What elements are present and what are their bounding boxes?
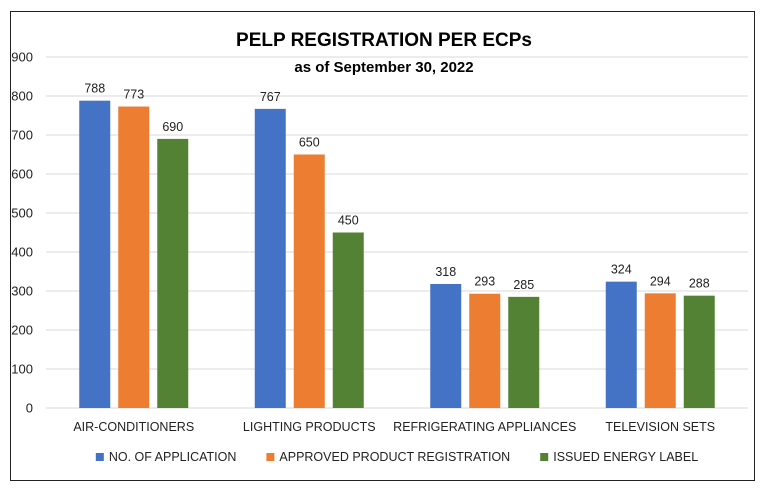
legend-swatch xyxy=(95,453,104,461)
bar xyxy=(254,108,286,409)
bars xyxy=(79,100,715,409)
data-label: 788 xyxy=(84,82,105,96)
bar xyxy=(332,232,364,408)
x-category-label: TELEVISION SETS xyxy=(605,420,715,434)
y-tick-label: 500 xyxy=(11,206,33,221)
data-labels: 788 773 690 767 650 450 318 293 285 324 294 288 xyxy=(84,82,709,292)
y-tick-label: 800 xyxy=(11,89,33,104)
legend-label: APPROVED PRODUCT REGISTRATION xyxy=(279,450,510,464)
gridlines xyxy=(46,56,748,409)
x-category-label: LIGHTING PRODUCTS xyxy=(243,420,376,434)
data-label: 690 xyxy=(162,120,183,134)
data-label: 294 xyxy=(650,274,671,288)
y-tick-label: 600 xyxy=(11,167,33,182)
bar xyxy=(683,295,715,408)
bar xyxy=(644,293,676,408)
bar xyxy=(605,281,637,408)
data-label: 285 xyxy=(513,278,534,292)
y-tick-label: 400 xyxy=(11,245,33,260)
data-label: 288 xyxy=(689,277,710,291)
x-axis-categories: AIR-CONDITIONERS LIGHTING PRODUCTS REFRIGE… xyxy=(73,420,715,434)
bar xyxy=(508,296,540,408)
y-axis-ticks: 0 100 200 300 400 500 600 700 800 900 xyxy=(11,50,33,416)
bar xyxy=(430,283,462,408)
bar xyxy=(293,154,325,408)
bar xyxy=(118,106,150,408)
legend-swatch xyxy=(540,453,549,461)
legend-label: NO. OF APPLICATION xyxy=(109,450,237,464)
chart-subtitle: as of September 30, 2022 xyxy=(294,59,473,76)
data-label: 450 xyxy=(338,214,359,228)
legend: NO. OF APPLICATION APPROVED PRODUCT REGIS… xyxy=(95,450,698,464)
bar xyxy=(79,100,111,409)
data-label: 773 xyxy=(123,88,144,102)
data-label: 767 xyxy=(260,90,281,104)
data-label: 293 xyxy=(474,275,495,289)
x-category-label: REFRIGERATING APPLIANCES xyxy=(393,420,576,434)
y-tick-label: 0 xyxy=(26,401,33,416)
data-label: 650 xyxy=(299,136,320,150)
y-tick-label: 300 xyxy=(11,284,33,299)
data-label: 324 xyxy=(611,263,632,277)
y-tick-label: 700 xyxy=(11,128,33,143)
y-tick-label: 900 xyxy=(11,50,33,65)
legend-swatch xyxy=(266,453,275,461)
data-label: 318 xyxy=(435,265,456,279)
chart-title: PELP REGISTRATION PER ECPs xyxy=(236,30,532,51)
y-tick-label: 100 xyxy=(11,362,33,377)
legend-label: ISSUED ENERGY LABEL xyxy=(553,450,698,464)
bar xyxy=(157,138,189,408)
x-category-label: AIR-CONDITIONERS xyxy=(73,420,194,434)
bar xyxy=(469,293,501,408)
y-tick-label: 200 xyxy=(11,323,33,338)
